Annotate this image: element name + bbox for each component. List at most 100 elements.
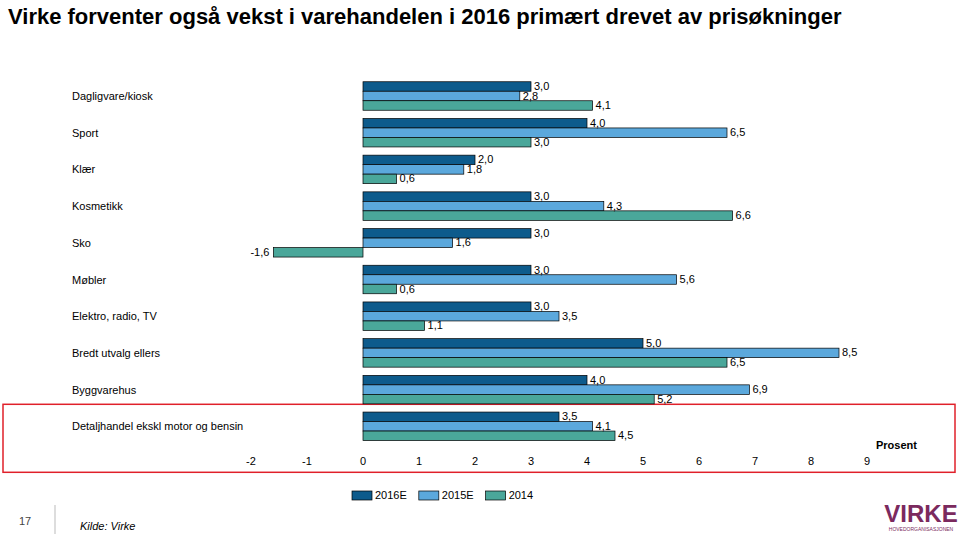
data-label: 3,0 — [534, 264, 549, 276]
highlight-box — [3, 404, 955, 472]
category-label: Dagligvare/kiosk — [72, 90, 153, 102]
data-label: 4,0 — [590, 374, 605, 386]
bars — [273, 82, 839, 441]
data-label: 4,0 — [590, 117, 605, 129]
tick-mark — [363, 448, 364, 451]
legend-label: 2016E — [375, 489, 407, 501]
category-label: Detaljhandel ekskl motor og bensin — [72, 420, 243, 432]
data-labels: 3,04,02,03,03,03,03,05,04,03,52,86,51,84… — [250, 80, 857, 441]
tick-mark — [531, 448, 532, 451]
legend-swatch — [352, 491, 372, 500]
tick-mark — [251, 448, 252, 451]
data-label: 5,0 — [646, 337, 661, 349]
data-label: 5,6 — [680, 273, 695, 285]
category-label: Sko — [72, 237, 91, 249]
tick-label: 2 — [472, 455, 478, 467]
bar — [363, 201, 604, 211]
data-label: 3,5 — [562, 410, 577, 422]
bar — [363, 91, 520, 101]
bar — [363, 339, 643, 349]
bar — [363, 385, 749, 395]
data-label: 0,6 — [400, 283, 415, 295]
data-label: 1,1 — [428, 319, 443, 331]
data-label: 3,0 — [534, 136, 549, 148]
data-label: 8,5 — [842, 346, 857, 358]
data-label: 3,0 — [534, 227, 549, 239]
page-number: 17 — [19, 515, 31, 527]
data-label: 0,6 — [400, 172, 415, 184]
tick-label: 7 — [752, 455, 758, 467]
data-label: 4,5 — [618, 429, 633, 441]
data-label: -1,6 — [250, 246, 269, 258]
data-label: 6,9 — [752, 383, 767, 395]
legend-swatch — [486, 491, 506, 500]
bar — [363, 375, 587, 385]
tick-label: 1 — [416, 455, 422, 467]
bar — [363, 348, 839, 358]
data-label: 1,8 — [467, 163, 482, 175]
data-label: 3,0 — [534, 190, 549, 202]
data-label: 2,8 — [523, 90, 538, 102]
bar — [363, 265, 531, 275]
bar — [273, 248, 363, 257]
tick-label: -1 — [302, 455, 312, 467]
tick-label: 4 — [584, 455, 590, 467]
tick-mark — [419, 448, 420, 451]
category-label: Kosmetikk — [72, 200, 123, 212]
bar — [363, 118, 587, 128]
bar — [363, 302, 531, 312]
bar — [363, 82, 531, 92]
category-label: Elektro, radio, TV — [72, 310, 157, 322]
data-label: 6,5 — [730, 126, 745, 138]
legend-label: 2014 — [509, 489, 533, 501]
tick-label: 0 — [360, 455, 366, 467]
logo-subtitle: HOVEDORGANISASJONEN — [889, 526, 954, 532]
data-label: 5,2 — [657, 393, 672, 405]
legend-swatch — [419, 491, 439, 500]
category-label: Møbler — [72, 274, 107, 286]
tick-label: 5 — [640, 455, 646, 467]
bar — [363, 321, 425, 331]
axis-label: Prosent — [876, 439, 917, 451]
bar — [363, 238, 453, 248]
tick-mark — [587, 448, 588, 451]
bar — [363, 155, 475, 165]
bar — [363, 101, 593, 111]
data-label: 4,1 — [596, 99, 611, 111]
bar — [363, 192, 531, 202]
tick-mark — [867, 448, 868, 451]
data-label: 3,5 — [562, 310, 577, 322]
bar — [363, 358, 727, 368]
tick-mark — [475, 448, 476, 451]
tick-label: 8 — [808, 455, 814, 467]
logo: VIRKE — [884, 500, 957, 527]
bar — [363, 431, 615, 441]
legend-label: 2015E — [442, 489, 474, 501]
data-label: 1,6 — [456, 236, 471, 248]
data-label: 4,3 — [607, 200, 622, 212]
tick-label: -2 — [246, 455, 256, 467]
category-label: Bredt utvalg ellers — [72, 347, 161, 359]
category-label: Sport — [72, 127, 98, 139]
bar — [363, 284, 397, 294]
bar — [363, 311, 559, 321]
tick-mark — [699, 448, 700, 451]
tick-mark — [811, 448, 812, 451]
source: Kilde: Virke — [80, 520, 135, 532]
data-label: 4,1 — [596, 420, 611, 432]
data-label: 3,0 — [534, 300, 549, 312]
data-label: 6,5 — [730, 356, 745, 368]
bar — [363, 211, 733, 221]
bar — [363, 422, 593, 432]
separator — [55, 505, 56, 534]
legend-item: 2015E — [419, 489, 474, 501]
data-label: 6,6 — [736, 209, 751, 221]
chart: Dagligvare/kioskSportKlærKosmetikkSkoMøb… — [0, 0, 960, 534]
title: Virke forventer også vekst i varehandele… — [8, 2, 868, 31]
tick-label: 6 — [696, 455, 702, 467]
tick-mark — [307, 448, 308, 451]
bar — [363, 229, 531, 239]
legend-item: 2016E — [352, 489, 407, 501]
bar — [363, 137, 531, 147]
tick-label: 9 — [864, 455, 870, 467]
